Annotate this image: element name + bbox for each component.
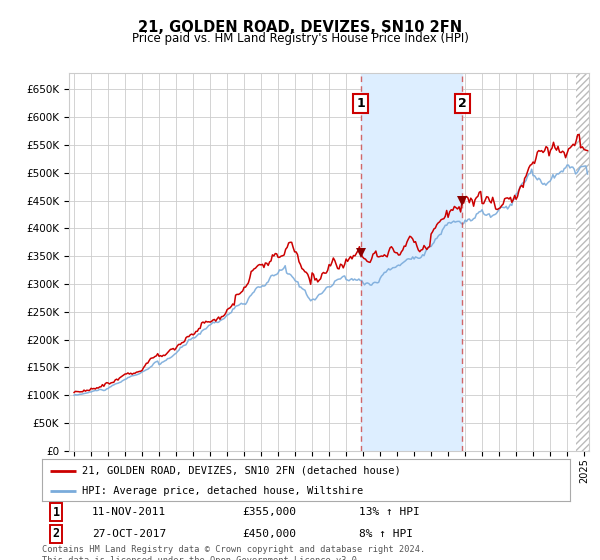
Bar (575, 73, 598, 451)
Text: £450,000: £450,000 (242, 529, 296, 539)
Bar (361, 73, 462, 451)
Text: 8% ↑ HPI: 8% ↑ HPI (359, 529, 413, 539)
Text: 2: 2 (458, 97, 467, 110)
Text: 1: 1 (53, 506, 59, 519)
Text: Contains HM Land Registry data © Crown copyright and database right 2024.
This d: Contains HM Land Registry data © Crown c… (42, 545, 425, 560)
Text: 11-NOV-2011: 11-NOV-2011 (92, 507, 166, 517)
Text: 1: 1 (356, 97, 365, 110)
Bar (575, 73, 598, 451)
Text: £355,000: £355,000 (242, 507, 296, 517)
Text: HPI: Average price, detached house, Wiltshire: HPI: Average price, detached house, Wilt… (82, 486, 363, 496)
Text: 27-OCT-2017: 27-OCT-2017 (92, 529, 166, 539)
Text: 21, GOLDEN ROAD, DEVIZES, SN10 2FN (detached house): 21, GOLDEN ROAD, DEVIZES, SN10 2FN (deta… (82, 465, 400, 475)
Text: 2: 2 (53, 528, 59, 540)
Text: Price paid vs. HM Land Registry's House Price Index (HPI): Price paid vs. HM Land Registry's House … (131, 32, 469, 45)
Text: 21, GOLDEN ROAD, DEVIZES, SN10 2FN: 21, GOLDEN ROAD, DEVIZES, SN10 2FN (138, 20, 462, 35)
Text: 13% ↑ HPI: 13% ↑ HPI (359, 507, 419, 517)
